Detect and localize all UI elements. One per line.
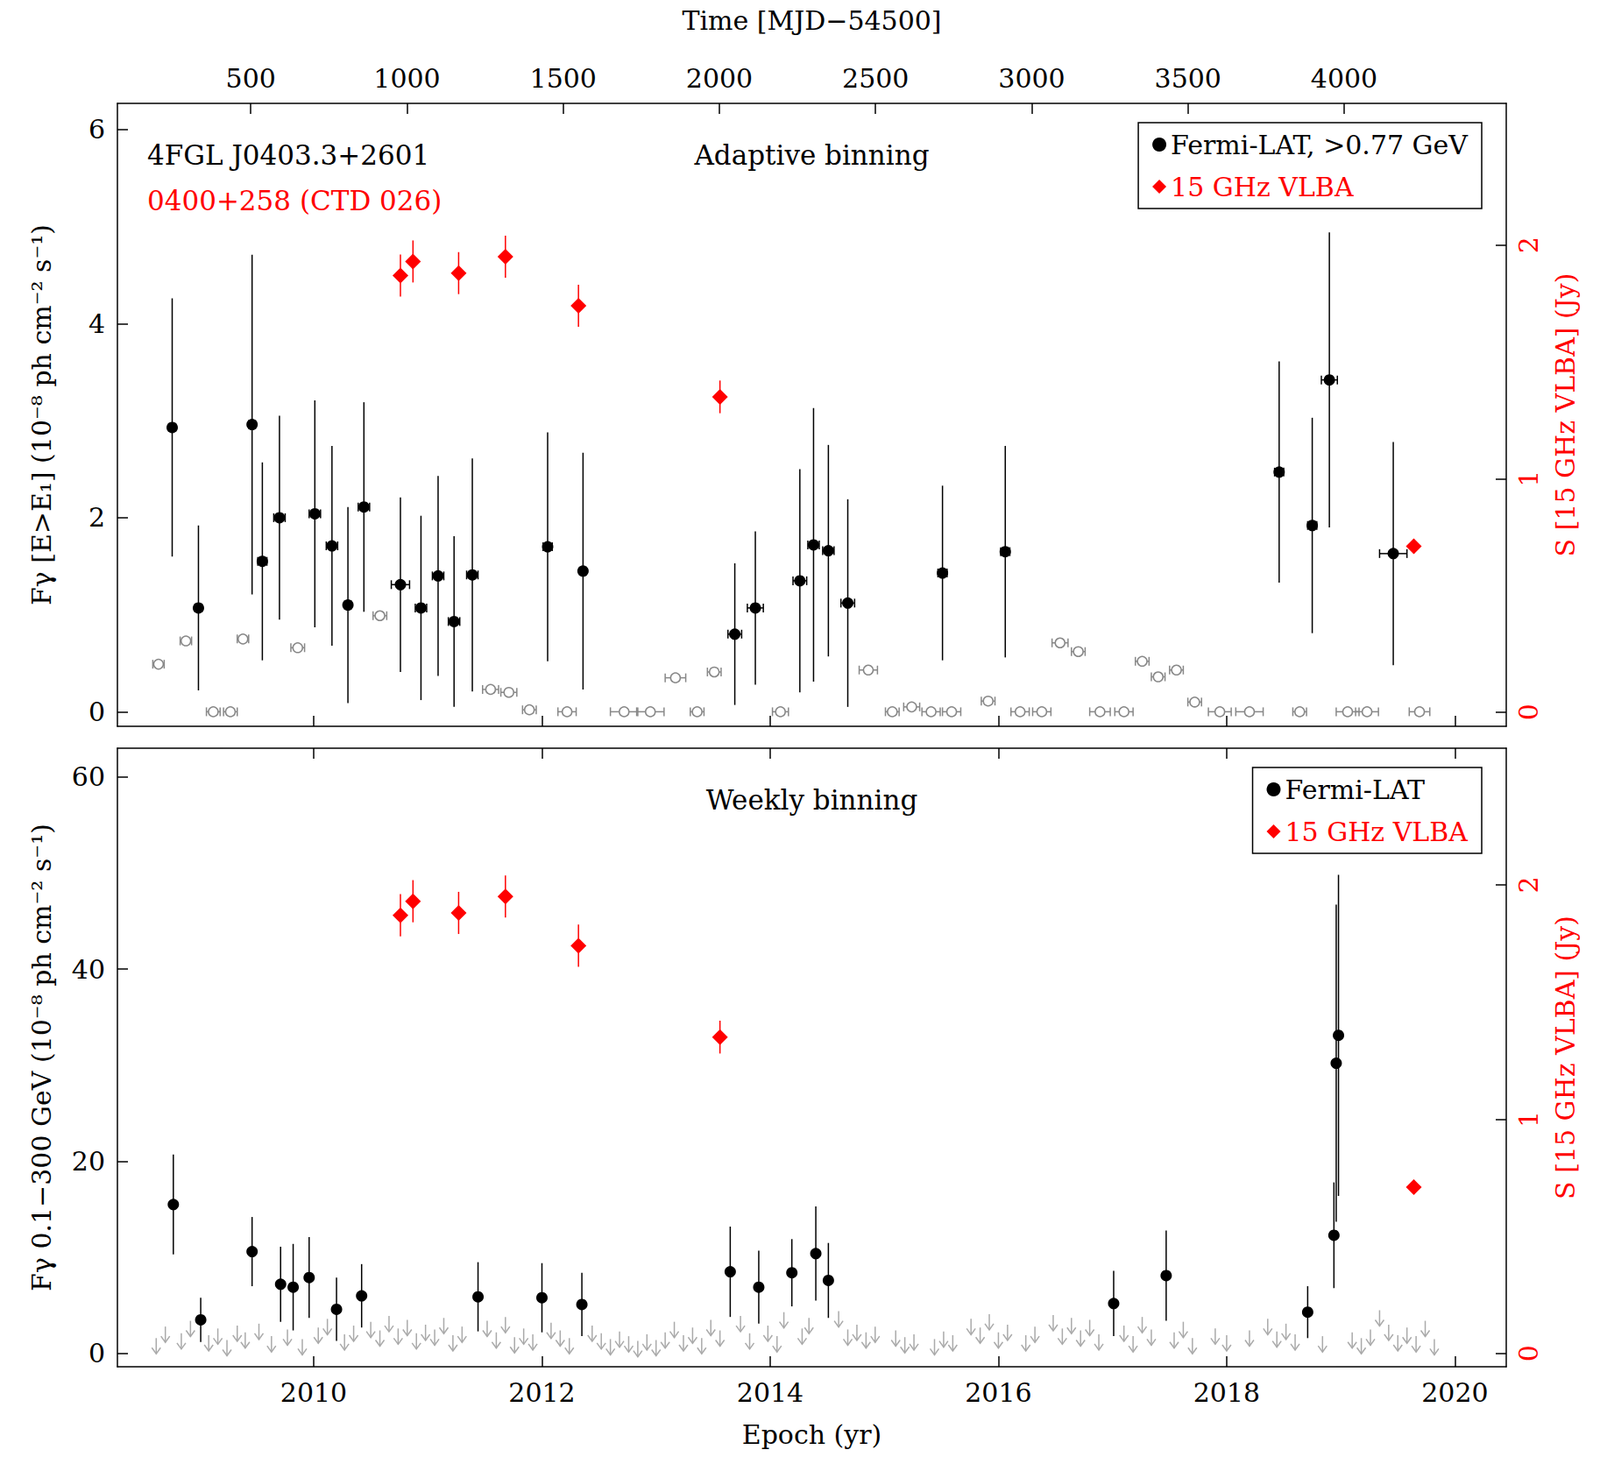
svg-text:S [15 GHz VLBA] (Jy): S [15 GHz VLBA] (Jy)	[1550, 915, 1581, 1200]
svg-text:4: 4	[88, 308, 106, 340]
svg-text:0400+258 (CTD 026): 0400+258 (CTD 026)	[147, 184, 442, 217]
svg-text:3000: 3000	[998, 63, 1065, 94]
svg-text:4FGL J0403.3+2601: 4FGL J0403.3+2601	[147, 139, 430, 171]
svg-text:1500: 1500	[530, 63, 597, 94]
svg-text:0: 0	[88, 1338, 106, 1369]
svg-text:Fermi-LAT, >0.77 GeV: Fermi-LAT, >0.77 GeV	[1170, 129, 1469, 161]
svg-text:S [15 GHz VLBA] (Jy): S [15 GHz VLBA] (Jy)	[1550, 273, 1581, 558]
svg-text:Fγ 0.1−300 GeV (10⁻⁸ ph cm⁻² s: Fγ 0.1−300 GeV (10⁻⁸ ph cm⁻² s⁻¹)	[26, 823, 57, 1292]
svg-text:40: 40	[71, 954, 106, 985]
svg-text:1: 1	[1513, 1111, 1544, 1128]
svg-text:6: 6	[88, 113, 106, 145]
svg-text:Adaptive binning: Adaptive binning	[693, 139, 929, 171]
svg-text:2016: 2016	[964, 1377, 1032, 1409]
svg-text:3500: 3500	[1154, 63, 1222, 94]
svg-text:0: 0	[88, 696, 106, 728]
svg-text:2: 2	[88, 502, 106, 533]
svg-text:2010: 2010	[280, 1377, 347, 1409]
svg-text:1: 1	[1513, 470, 1544, 488]
svg-text:2500: 2500	[842, 63, 909, 94]
svg-text:Fγ [E>E₁] (10⁻⁸ ph cm⁻² s⁻¹): Fγ [E>E₁] (10⁻⁸ ph cm⁻² s⁻¹)	[26, 224, 57, 606]
svg-text:2000: 2000	[686, 63, 753, 94]
svg-text:15 GHz VLBA: 15 GHz VLBA	[1285, 816, 1469, 848]
svg-text:Time [MJD−54500]: Time [MJD−54500]	[681, 5, 942, 36]
svg-text:2014: 2014	[736, 1377, 804, 1409]
svg-text:2: 2	[1513, 876, 1544, 893]
svg-text:1000: 1000	[373, 63, 440, 94]
svg-text:4000: 4000	[1310, 63, 1378, 94]
svg-text:60: 60	[71, 761, 106, 793]
svg-text:2020: 2020	[1421, 1377, 1488, 1409]
svg-text:500: 500	[226, 63, 277, 94]
svg-text:2: 2	[1513, 236, 1544, 254]
svg-text:Weekly binning: Weekly binning	[706, 784, 919, 816]
svg-text:0: 0	[1513, 703, 1544, 721]
svg-text:0: 0	[1513, 1345, 1544, 1362]
svg-text:Epoch (yr): Epoch (yr)	[742, 1419, 883, 1451]
svg-text:20: 20	[71, 1146, 106, 1177]
svg-text:2018: 2018	[1193, 1377, 1261, 1409]
svg-text:2012: 2012	[508, 1377, 575, 1409]
svg-text:15 GHz VLBA: 15 GHz VLBA	[1170, 171, 1354, 203]
svg-text:Fermi-LAT: Fermi-LAT	[1285, 774, 1425, 806]
